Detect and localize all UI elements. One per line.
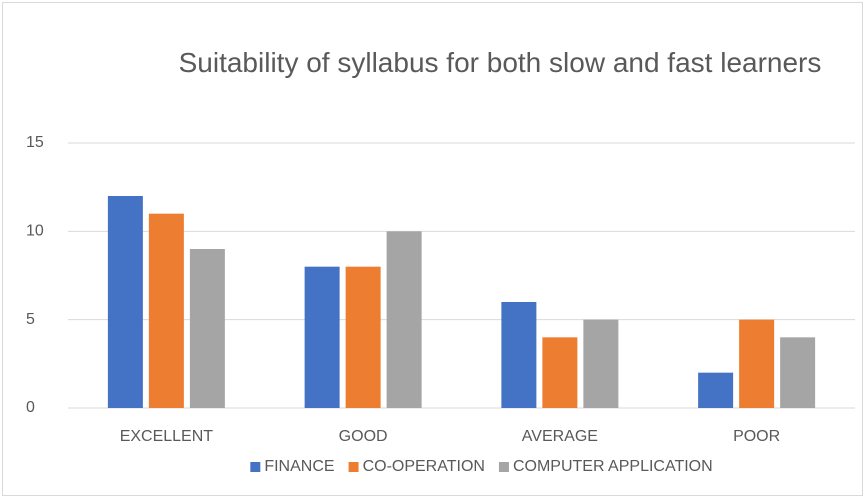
bar — [345, 266, 381, 408]
y-tick-label: 0 — [26, 399, 35, 416]
legend-swatch — [348, 462, 359, 472]
bar — [698, 372, 734, 408]
legend-swatch — [498, 462, 509, 472]
x-tick-label: EXCELLENT — [120, 428, 214, 445]
y-tick-label: 10 — [26, 223, 44, 240]
y-tick-label: 5 — [26, 311, 35, 328]
chart-title: Suitability of syllabus for both slow an… — [178, 47, 822, 78]
legend-swatch — [250, 462, 261, 472]
bar — [780, 337, 816, 408]
bar — [189, 249, 225, 408]
legend-label: COMPUTER APPLICATION — [513, 458, 713, 475]
bar — [501, 302, 537, 408]
bar — [739, 319, 775, 408]
x-tick-label: POOR — [733, 428, 780, 445]
bar — [542, 337, 578, 408]
bar — [148, 213, 184, 408]
x-tick-label: GOOD — [339, 428, 388, 445]
bar — [386, 231, 422, 408]
legend-label: FINANCE — [264, 458, 334, 475]
y-tick-label: 15 — [26, 134, 44, 151]
bar — [583, 319, 619, 408]
x-tick-label: AVERAGE — [522, 428, 598, 445]
bar — [107, 196, 143, 408]
bar — [304, 266, 340, 408]
legend-label: CO-OPERATION — [363, 458, 485, 475]
